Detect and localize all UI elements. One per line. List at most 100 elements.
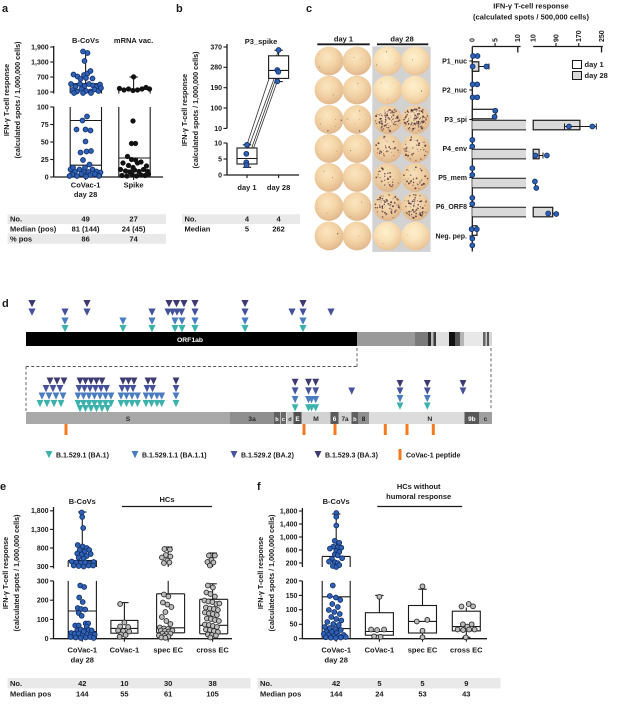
svg-text:N: N xyxy=(427,416,432,423)
svg-text:8: 8 xyxy=(362,416,366,423)
svg-text:cross EC: cross EC xyxy=(450,646,483,655)
svg-text:c: c xyxy=(282,417,285,423)
svg-text:300: 300 xyxy=(37,564,49,571)
svg-text:100: 100 xyxy=(210,105,222,112)
svg-text:CoVac-1: CoVac-1 xyxy=(110,646,140,655)
svg-text:43: 43 xyxy=(462,689,470,698)
svg-text:day 28: day 28 xyxy=(71,656,94,665)
svg-text:10: 10 xyxy=(214,126,222,133)
svg-text:cross EC: cross EC xyxy=(196,646,229,655)
svg-text:1,300: 1,300 xyxy=(31,59,49,66)
svg-text:50: 50 xyxy=(41,139,49,146)
svg-text:f: f xyxy=(257,481,261,493)
svg-text:P3_spike: P3_spike xyxy=(245,37,278,46)
svg-text:spec EC: spec EC xyxy=(153,646,183,655)
svg-text:170: 170 xyxy=(576,30,583,42)
svg-text:ORF1ab: ORF1ab xyxy=(177,337,203,344)
svg-text:800: 800 xyxy=(37,545,49,552)
svg-text:90: 90 xyxy=(553,34,560,42)
svg-text:HCs: HCs xyxy=(159,495,174,504)
svg-text:370: 370 xyxy=(210,44,222,51)
svg-text:B-CoVs: B-CoVs xyxy=(69,497,96,506)
svg-text:CoVac-1: CoVac-1 xyxy=(71,181,101,190)
svg-text:c: c xyxy=(484,416,488,423)
svg-text:Median (pos): Median (pos) xyxy=(10,225,57,234)
svg-text:IFN-γ T-cell response: IFN-γ T-cell response xyxy=(1,537,10,609)
svg-text:10: 10 xyxy=(214,140,222,147)
svg-text:250: 250 xyxy=(599,30,606,42)
svg-text:100: 100 xyxy=(37,104,49,111)
svg-text:200: 200 xyxy=(286,560,298,567)
svg-text:0: 0 xyxy=(218,172,222,179)
svg-text:190: 190 xyxy=(210,85,222,92)
svg-text:100: 100 xyxy=(37,89,49,96)
svg-text:B.1.529.1 (BA.1): B.1.529.1 (BA.1) xyxy=(56,453,109,460)
svg-text:10: 10 xyxy=(531,34,538,42)
svg-text:5: 5 xyxy=(245,225,249,234)
svg-text:spec EC: spec EC xyxy=(408,646,438,655)
svg-text:1,800: 1,800 xyxy=(280,508,298,515)
svg-text:B.1.529.3 (BA.3): B.1.529.3 (BA.3) xyxy=(325,453,378,460)
svg-text:P2_nuc: P2_nuc xyxy=(442,88,467,95)
svg-text:74: 74 xyxy=(129,234,138,243)
svg-text:day 28: day 28 xyxy=(390,35,413,44)
svg-text:CoVac-1: CoVac-1 xyxy=(67,646,97,655)
svg-text:IFN-γ T-cell response: IFN-γ T-cell response xyxy=(2,64,11,136)
svg-text:c: c xyxy=(306,3,312,15)
svg-text:0: 0 xyxy=(293,636,297,643)
svg-text:3a: 3a xyxy=(248,416,256,423)
svg-text:d: d xyxy=(288,417,292,423)
svg-text:B.1.529.2 (BA.2): B.1.529.2 (BA.2) xyxy=(241,453,294,460)
svg-text:B.1.529.1.1 (BA.1.1): B.1.529.1.1 (BA.1.1) xyxy=(142,453,207,460)
svg-text:day 1: day 1 xyxy=(585,60,604,69)
svg-text:0: 0 xyxy=(470,38,477,42)
svg-text:M: M xyxy=(313,416,319,423)
svg-text:50: 50 xyxy=(290,622,298,629)
svg-text:100: 100 xyxy=(286,607,298,614)
svg-text:81 (144): 81 (144) xyxy=(72,225,100,234)
svg-text:E: E xyxy=(295,416,300,423)
svg-text:600: 600 xyxy=(286,547,298,554)
svg-text:B-CoVs: B-CoVs xyxy=(72,36,99,45)
svg-text:1,800: 1,800 xyxy=(31,508,49,515)
svg-text:P1_nuc: P1_nuc xyxy=(442,59,467,66)
svg-text:10: 10 xyxy=(515,34,522,42)
svg-text:5: 5 xyxy=(420,679,424,688)
svg-text:No.: No. xyxy=(185,215,197,224)
svg-text:144: 144 xyxy=(330,689,343,698)
svg-text:Median pos: Median pos xyxy=(260,689,301,698)
svg-text:a: a xyxy=(2,3,9,15)
svg-text:(calculated spots / 1,000,000: (calculated spots / 1,000,000 cells) xyxy=(191,51,200,169)
svg-text:6: 6 xyxy=(333,416,337,423)
svg-text:262: 262 xyxy=(272,225,285,234)
svg-text:(calculated spots / 1,000,000: (calculated spots / 1,000,000 cells) xyxy=(267,514,276,632)
svg-text:IFN-γ T-cell response: IFN-γ T-cell response xyxy=(180,74,189,146)
svg-text:7a: 7a xyxy=(341,416,349,423)
svg-text:Spike: Spike xyxy=(124,181,144,190)
svg-text:d: d xyxy=(2,298,9,310)
svg-text:150: 150 xyxy=(286,593,298,600)
svg-text:B-CoVs: B-CoVs xyxy=(323,497,350,506)
svg-text:280: 280 xyxy=(210,65,222,72)
svg-text:55: 55 xyxy=(120,689,128,698)
svg-text:27: 27 xyxy=(129,215,137,224)
svg-text:38: 38 xyxy=(208,679,216,688)
svg-text:9b: 9b xyxy=(468,416,476,423)
svg-text:24: 24 xyxy=(375,689,384,698)
svg-text:700: 700 xyxy=(37,74,49,81)
svg-text:0: 0 xyxy=(45,174,49,181)
svg-text:CoVac-1 peptide: CoVac-1 peptide xyxy=(406,453,461,460)
svg-text:0: 0 xyxy=(45,636,49,643)
svg-text:CoVac-1: CoVac-1 xyxy=(365,646,395,655)
svg-text:day 1: day 1 xyxy=(334,35,353,44)
svg-text:P5_mem: P5_mem xyxy=(438,175,467,182)
svg-text:24 (45): 24 (45) xyxy=(122,225,146,234)
svg-text:P3_spi: P3_spi xyxy=(444,117,467,124)
svg-text:200: 200 xyxy=(37,598,49,605)
svg-text:IFN-γ T-cell response: IFN-γ T-cell response xyxy=(493,2,568,11)
svg-text:9: 9 xyxy=(464,679,468,688)
svg-text:5: 5 xyxy=(218,156,222,163)
svg-text:day 28: day 28 xyxy=(585,71,608,80)
svg-text:144: 144 xyxy=(76,689,89,698)
svg-text:(calculated spots / 1,000,000: (calculated spots / 1,000,000 cells) xyxy=(13,41,22,159)
